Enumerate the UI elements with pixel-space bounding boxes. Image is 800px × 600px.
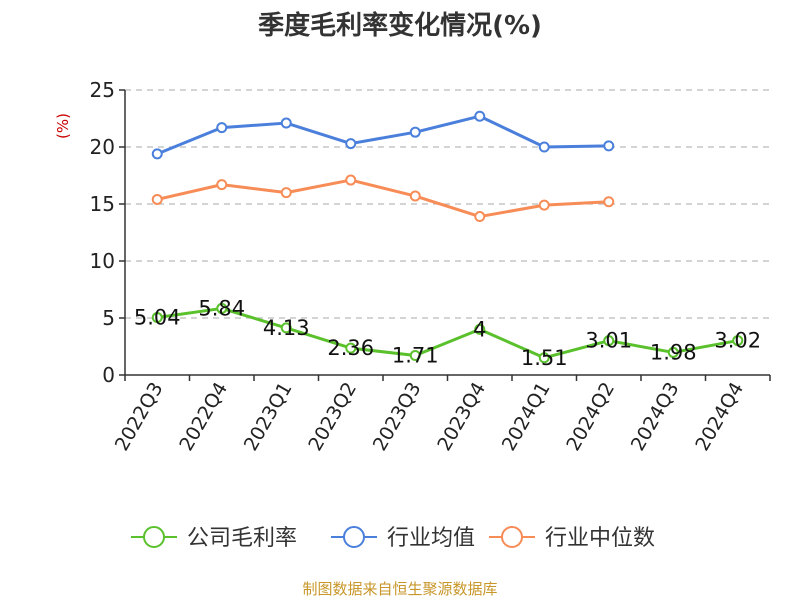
series-1	[151, 110, 615, 160]
data-point	[216, 122, 228, 134]
data-point	[474, 211, 486, 223]
chart-title: 季度毛利率变化情况(%)	[258, 10, 542, 41]
x-tick-label: 2023Q3	[369, 379, 426, 455]
legend-marker	[501, 526, 523, 548]
data-point	[603, 335, 615, 347]
data-point	[151, 312, 163, 324]
data-point	[345, 342, 357, 354]
series-2	[151, 174, 615, 223]
data-label: 1.51	[521, 346, 568, 370]
data-point	[538, 141, 550, 153]
data-point	[603, 140, 615, 152]
data-point	[732, 335, 744, 347]
x-tick-label: 2024Q1	[498, 379, 555, 455]
data-point	[538, 352, 550, 364]
data-point	[409, 126, 421, 138]
data-labels: 5.04 5.84 4.13 2.36 1.71 4 1.51 3.01 1.98 3.02	[134, 296, 761, 369]
grid-lines	[125, 89, 770, 319]
y-tick-label: 25	[90, 78, 115, 102]
y-tick-label: 20	[90, 135, 115, 159]
series-line	[156, 178, 609, 219]
data-point	[409, 190, 421, 202]
data-point	[538, 199, 550, 211]
series-line	[156, 114, 609, 156]
axes: 0 5 10 15 20 25 2022Q3 2022Q4 2023Q1 2023Q2 2023Q3…	[90, 78, 771, 455]
series-line	[157, 306, 739, 360]
legend-marker	[343, 526, 365, 548]
data-point	[216, 179, 228, 191]
data-label: 2.36	[327, 336, 374, 360]
data-label: 3.02	[714, 329, 761, 353]
legend-item-2: 行业中位数	[489, 526, 655, 551]
x-tick-label: 2022Q4	[175, 379, 232, 455]
data-point	[216, 302, 228, 314]
y-tick-label: 5	[102, 306, 115, 330]
legend-marker	[143, 526, 165, 548]
source-note: 制图数据来自恒生聚源数据库	[302, 580, 497, 598]
data-point	[345, 138, 357, 150]
x-tick-label: 2024Q4	[691, 379, 748, 455]
x-tick-label: 2022Q3	[111, 379, 168, 455]
series-0	[151, 302, 744, 364]
data-label: 1.71	[392, 344, 439, 368]
legend: 公司毛利率 行业均值 行业中位数	[131, 526, 655, 551]
y-axis-unit-label: (%)	[54, 113, 72, 139]
data-label: 5.04	[134, 306, 181, 330]
y-tick-label: 15	[90, 192, 115, 216]
x-tick-label: 2023Q1	[240, 379, 297, 455]
data-point	[280, 187, 292, 199]
data-label: 5.84	[198, 296, 245, 320]
data-point	[603, 196, 615, 208]
x-tick-label: 2023Q2	[304, 379, 361, 455]
data-point	[345, 174, 357, 186]
y-tick-label: 10	[90, 249, 115, 273]
data-label: 1.98	[650, 340, 697, 364]
x-tick-label: 2023Q4	[433, 379, 490, 455]
series-lines	[151, 110, 744, 364]
data-label: 4	[473, 317, 486, 341]
legend-label: 行业均值	[387, 526, 475, 551]
legend-label: 公司毛利率	[187, 526, 297, 551]
data-point	[280, 117, 292, 129]
data-point	[280, 322, 292, 334]
data-point	[667, 346, 679, 358]
data-point	[474, 323, 486, 335]
y-tick-label: 0	[102, 363, 115, 387]
data-point	[409, 350, 421, 362]
data-label: 3.01	[585, 329, 632, 353]
data-point	[474, 110, 486, 122]
x-tick-label: 2024Q3	[627, 379, 684, 455]
data-point	[151, 148, 163, 160]
legend-item-1: 行业均值	[331, 526, 475, 551]
legend-label: 行业中位数	[545, 526, 655, 551]
legend-item-0: 公司毛利率	[131, 526, 297, 551]
x-tick-label: 2024Q2	[562, 379, 619, 455]
data-point	[151, 193, 163, 205]
data-label: 4.13	[263, 316, 310, 340]
